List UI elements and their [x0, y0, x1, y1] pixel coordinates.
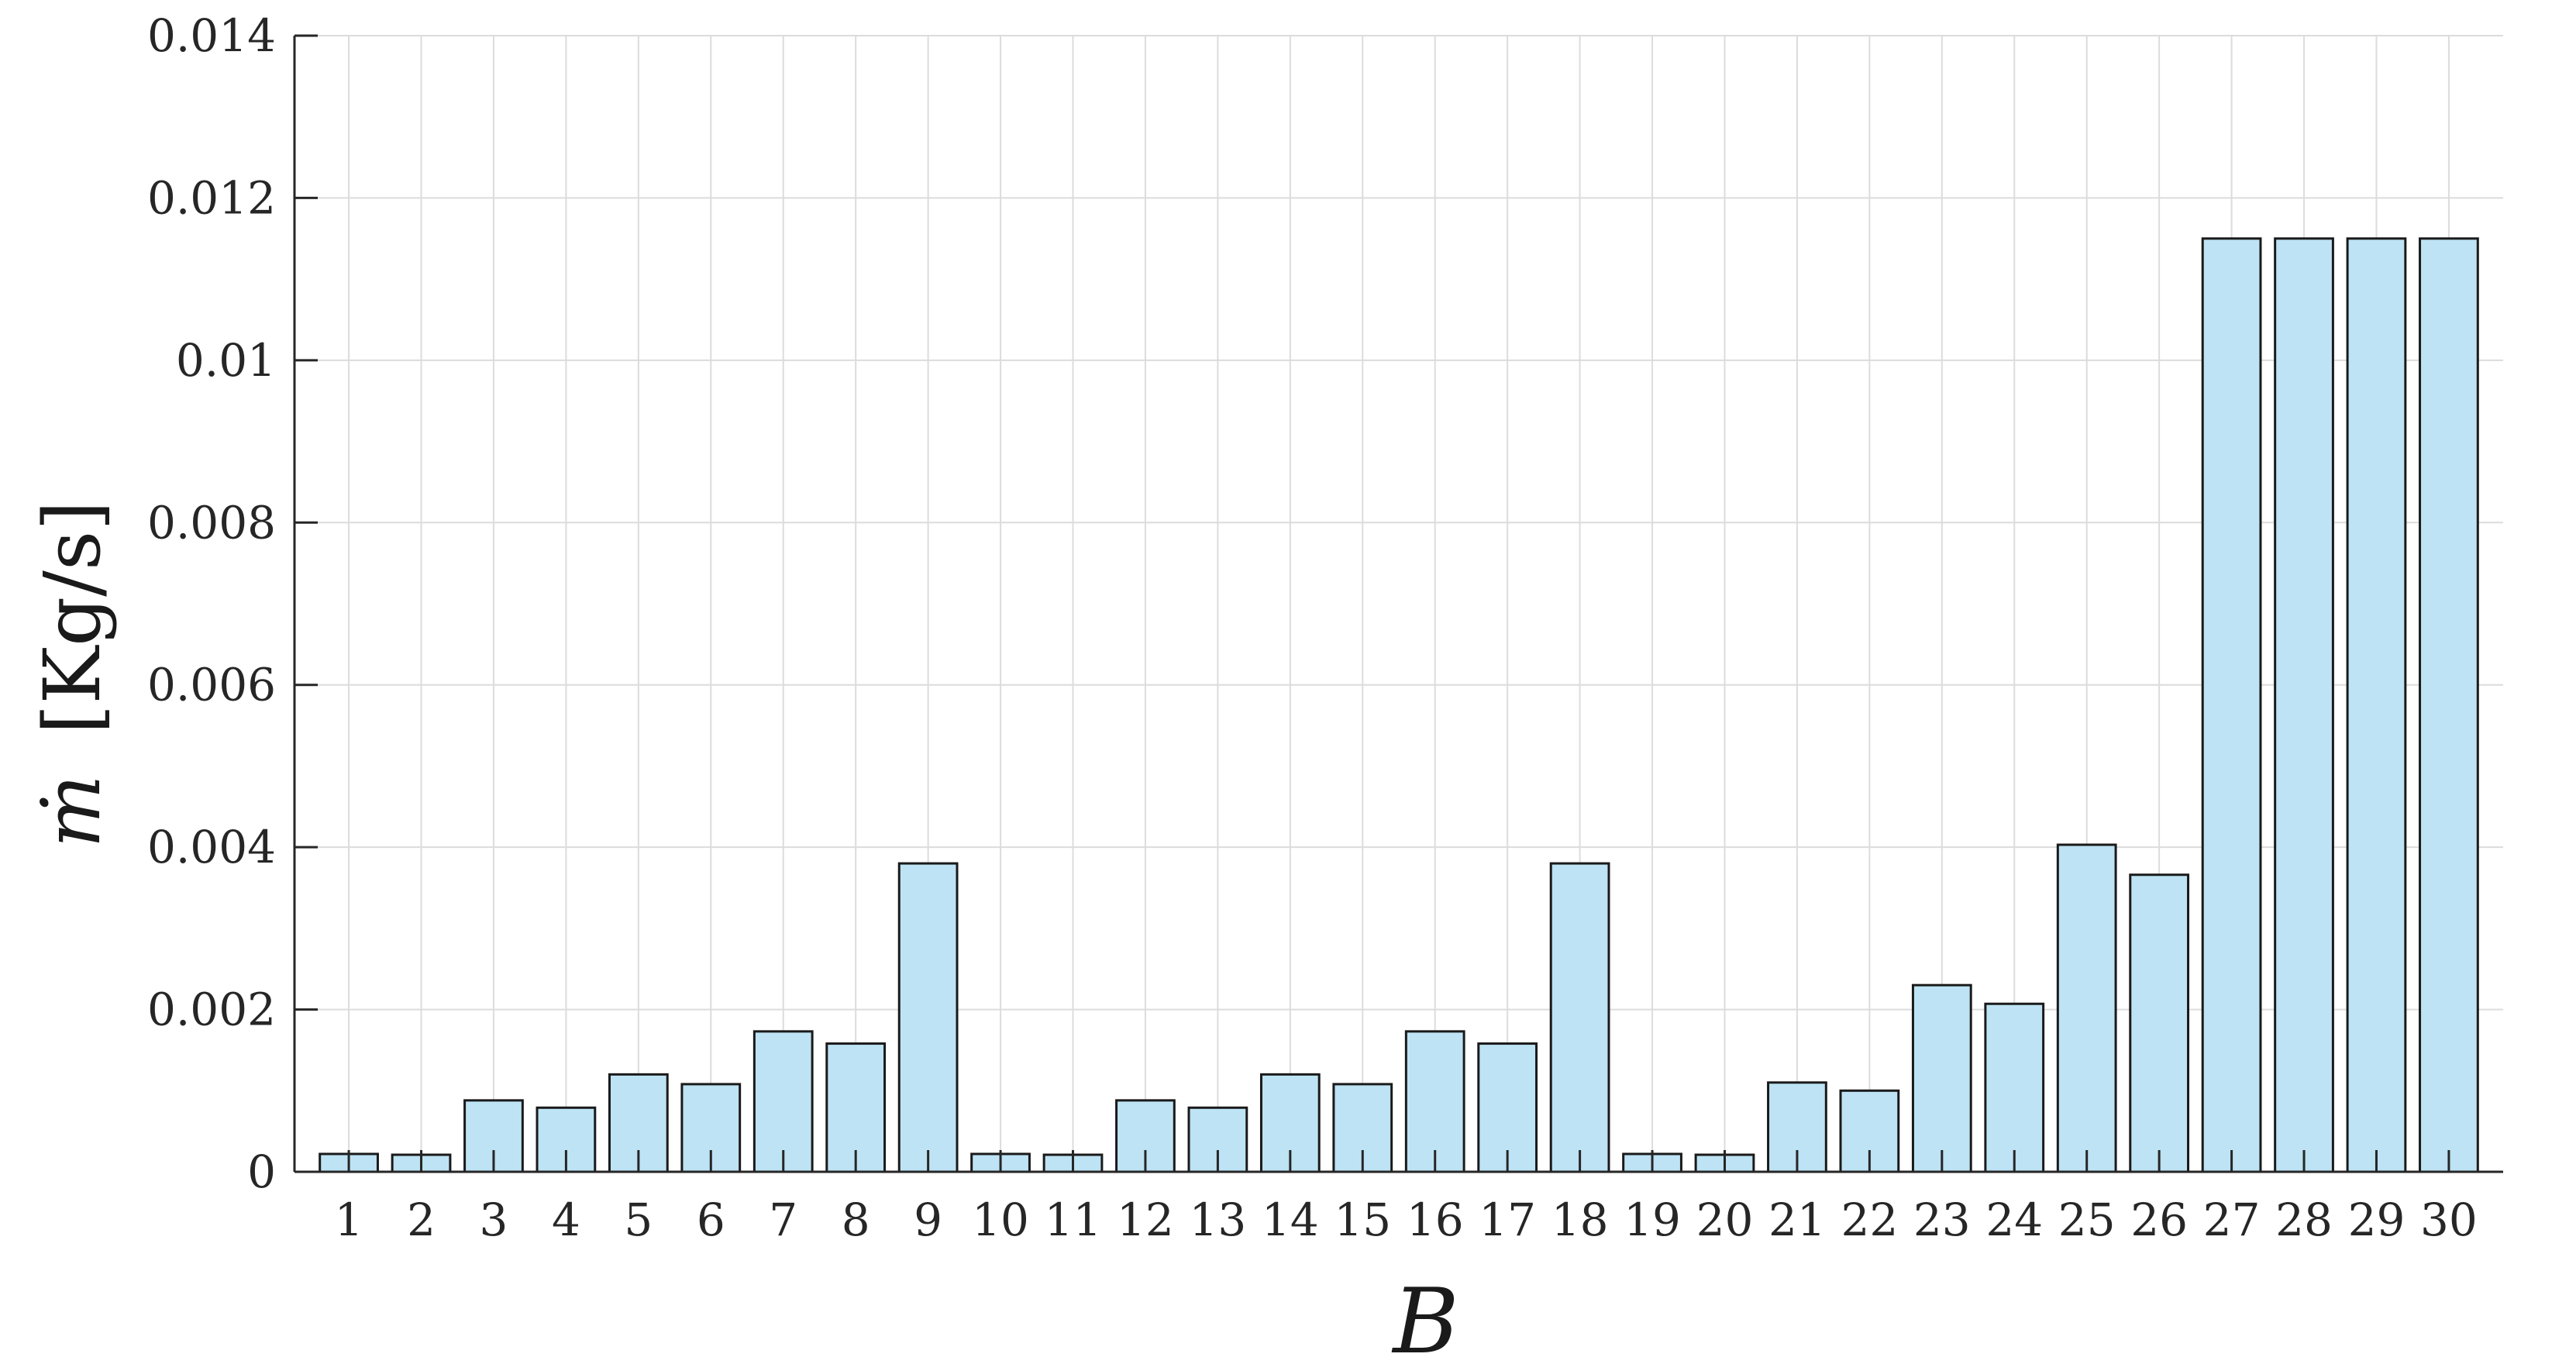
x-tick-label: 22 — [1841, 1194, 1898, 1246]
bar-7 — [752, 1030, 814, 1173]
y-axis-unit: [Kg/s] — [27, 501, 118, 735]
x-tick-label: 20 — [1696, 1194, 1754, 1246]
bar-30 — [2419, 237, 2479, 1173]
x-tick-label: 4 — [552, 1194, 580, 1246]
bar-22 — [1839, 1089, 1900, 1173]
x-tick-label: 25 — [2058, 1194, 2116, 1246]
bar-27 — [2201, 237, 2262, 1173]
x-tick-label: 6 — [697, 1194, 725, 1246]
y-tick-label: 0.014 — [147, 9, 276, 62]
x-tick-label: 21 — [1768, 1194, 1826, 1246]
x-tick-label: 3 — [480, 1194, 508, 1246]
y-axis-symbol: ṁ — [27, 774, 118, 848]
x-axis-label: B — [1391, 1269, 1458, 1364]
x-tick-label: 10 — [972, 1194, 1029, 1246]
x-tick-label: 14 — [1262, 1194, 1319, 1246]
x-tick-label: 15 — [1334, 1194, 1391, 1246]
x-tick-label: 26 — [2130, 1194, 2188, 1246]
x-tick-label: 28 — [2275, 1194, 2333, 1246]
x-tick-label: 18 — [1551, 1194, 1609, 1246]
x-tick-label: 16 — [1407, 1194, 1464, 1246]
y-tick-label: 0.004 — [147, 821, 276, 873]
bar-23 — [1911, 983, 1972, 1173]
x-tick-label: 27 — [2203, 1194, 2261, 1246]
y-tick-label: 0.008 — [147, 496, 276, 549]
x-tick-label: 12 — [1117, 1194, 1174, 1246]
x-tick-label: 30 — [2420, 1194, 2478, 1246]
y-axis-label: ṁ [Kg/s] — [27, 501, 118, 848]
x-tick-label: 24 — [1985, 1194, 2043, 1246]
x-tick-label: 5 — [624, 1194, 653, 1246]
x-tick-label: 2 — [407, 1194, 436, 1246]
bar-16 — [1404, 1030, 1465, 1173]
bar-21 — [1767, 1081, 1827, 1173]
bar-26 — [2129, 873, 2190, 1173]
y-tick-labels: 0 0.002 0.004 0.006 0.008 0.01 0.012 0.014 — [147, 9, 276, 1198]
x-tick-label: 23 — [1913, 1194, 1971, 1246]
y-tick-label: 0.012 — [147, 171, 276, 224]
x-tick-label: 17 — [1479, 1194, 1536, 1246]
y-tick-label: 0.002 — [147, 983, 276, 1036]
bar-28 — [2274, 237, 2334, 1173]
x-tick-label: 13 — [1189, 1194, 1246, 1246]
x-tick-label: 19 — [1624, 1194, 1681, 1246]
x-tick-label: 29 — [2348, 1194, 2406, 1246]
x-tick-label: 11 — [1045, 1194, 1102, 1246]
x-tick-label: 1 — [335, 1194, 363, 1246]
x-tick-labels: 1 2 3 4 5 6 7 8 9 10 11 12 13 14 15 16 17 18 19 20 21 22 23 24 2… — [335, 1194, 2478, 1246]
y-tick-label: 0.01 — [176, 334, 276, 387]
bar-18 — [1549, 862, 1610, 1173]
bar-29 — [2346, 237, 2407, 1173]
bar-9 — [897, 862, 959, 1173]
x-tick-label: 9 — [914, 1194, 942, 1246]
bar-8 — [825, 1042, 887, 1173]
x-tick-label: 8 — [842, 1194, 870, 1246]
y-tick-label: 0 — [247, 1145, 276, 1198]
axes — [293, 34, 2503, 1173]
y-tick-label: 0.006 — [147, 659, 276, 711]
x-tick-label: 7 — [769, 1194, 797, 1246]
bar-24 — [1984, 1002, 2045, 1173]
bars — [319, 237, 2479, 1173]
bar-25 — [2056, 843, 2117, 1173]
